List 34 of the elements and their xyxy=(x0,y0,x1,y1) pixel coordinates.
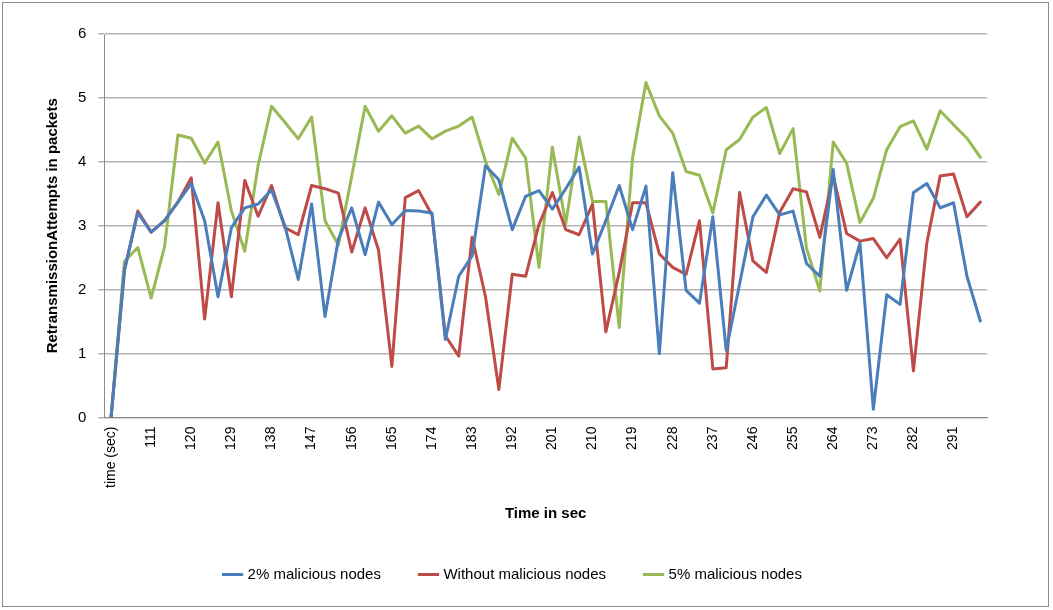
x-tick-label: 156 xyxy=(342,426,359,450)
legend-label: Without malicious nodes xyxy=(443,564,607,582)
y-tick-label: 4 xyxy=(78,151,87,169)
x-tick-label: 228 xyxy=(663,426,680,450)
y-tick-label: 3 xyxy=(78,215,87,233)
x-tick-label: time (sec) xyxy=(101,426,118,488)
x-tick-label: 129 xyxy=(222,426,239,450)
y-tick-label: 5 xyxy=(78,88,87,106)
y-tick-label: 2 xyxy=(78,279,87,297)
x-tick-label: 138 xyxy=(262,426,279,450)
x-tick-label: 183 xyxy=(462,426,479,450)
legend-label: 2% malicious nodes xyxy=(247,564,381,582)
x-tick-label: 147 xyxy=(302,426,319,450)
y-tick-label: 1 xyxy=(78,343,87,361)
x-tick-label: 210 xyxy=(583,426,600,450)
x-tick-label: 246 xyxy=(743,426,760,450)
legend-label: 5% malicious nodes xyxy=(668,564,802,582)
x-tick-label: 282 xyxy=(904,426,921,450)
x-tick-label: 219 xyxy=(623,426,640,450)
x-tick-label: 120 xyxy=(182,426,199,450)
x-tick-label: 111 xyxy=(142,426,159,448)
x-tick-label: 192 xyxy=(503,426,520,450)
x-tick-label: 165 xyxy=(382,426,399,450)
x-tick-label: 174 xyxy=(422,426,439,450)
x-tick-label: 255 xyxy=(783,426,800,450)
x-tick-label: 291 xyxy=(944,426,961,450)
y-axis-title: RetransmissionAttempts in packets xyxy=(43,98,61,354)
y-tick-label: 0 xyxy=(78,407,87,425)
x-tick-label: 201 xyxy=(543,426,560,450)
x-tick-label: 273 xyxy=(864,426,881,450)
y-tick-label: 6 xyxy=(78,24,87,42)
x-axis-title: Time in sec xyxy=(504,504,587,522)
x-tick-label: 237 xyxy=(703,426,720,450)
x-tick-label: 264 xyxy=(824,426,841,450)
